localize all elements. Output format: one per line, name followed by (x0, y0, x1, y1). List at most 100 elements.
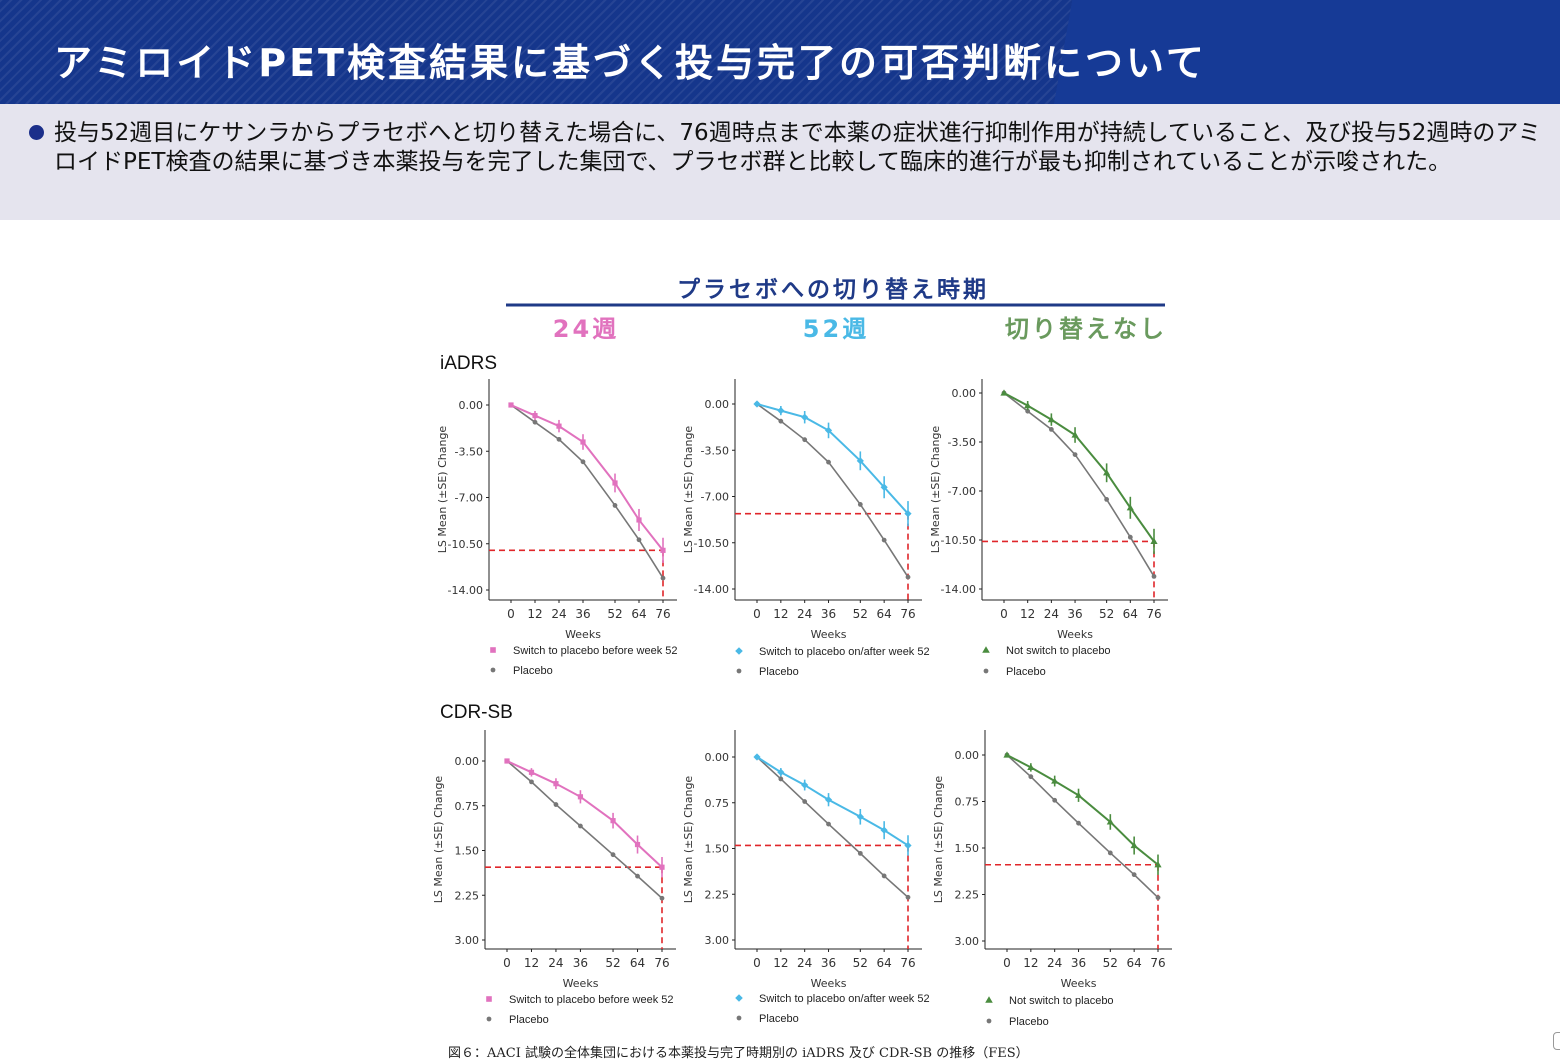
panel5-data-point (778, 776, 784, 782)
panel2-x-tick-label: 24 (797, 607, 812, 621)
panel4-data-point (553, 781, 559, 787)
panel3-x-tick-label: 0 (1000, 607, 1008, 621)
figure-panel: プラセボへの切り替え時期 24週 52週 切り替えなし iADRS CDR-SB… (432, 277, 1172, 1028)
panel1-data-point (556, 423, 562, 429)
panel4-data-point (659, 895, 665, 901)
panel5-x-tick-label: 76 (900, 956, 915, 970)
panel2-data-point (753, 400, 761, 408)
panel4-series-line (506, 760, 663, 868)
panel1-y-tick-label: -10.50 (448, 538, 483, 551)
panel4-y-tick-label: 1.50 (455, 845, 480, 858)
panel4-x-axis-label: Weeks (563, 977, 599, 990)
panel5-data-point (802, 799, 808, 804)
panel2-x-tick-label: 12 (773, 607, 788, 621)
panel2-y-tick-label: -10.50 (694, 537, 729, 550)
panel4-data-point (529, 779, 534, 785)
panel1-x-axis-label: Weeks (565, 628, 601, 641)
panel1-data-point (580, 439, 586, 445)
panel2-x-tick-label: 0 (753, 607, 761, 621)
panel4-data-point (610, 852, 616, 858)
panel3-data-point (1151, 574, 1157, 579)
panel2-data-point (904, 510, 912, 518)
panel2-y-axis-label: LS Mean (±SE) Change (682, 426, 695, 554)
panel4-data-point (528, 769, 535, 775)
panel1-y-tick-label: 0.00 (459, 399, 484, 412)
figure-caption: 図６：AACI 試験の全体集団における本薬投与完了時期別の iADRS 及び C… (448, 1046, 1029, 1061)
panel6-data-point (1028, 774, 1034, 780)
panel2-y-tick-label: -14.00 (694, 583, 729, 596)
panel3-series-line (1003, 392, 1155, 542)
panel2-x-tick-label: 36 (821, 607, 836, 621)
panel2-x-tick-label: 76 (900, 607, 915, 621)
panel4-y-tick-label: 0.75 (455, 800, 480, 813)
panel3-y-tick-label: -14.00 (941, 583, 976, 596)
panel5-legend-marker (735, 994, 743, 1002)
panel4-data-point (577, 794, 584, 800)
panel4-x-tick-label: 12 (524, 956, 539, 970)
panel4-x-tick-label: 24 (548, 956, 563, 970)
panel4-data-point (553, 802, 559, 807)
panel6-y-tick-label: 0.75 (955, 796, 980, 809)
panel1-data-point (508, 402, 514, 408)
panel1-x-tick-label: 12 (527, 607, 542, 621)
panel2-legend-label: Switch to placebo on/after week 52 (759, 646, 930, 658)
panel5-data-point (881, 873, 887, 879)
panel3-y-tick-label: -10.50 (941, 534, 976, 547)
panel1-legend-marker (490, 667, 496, 673)
panel5-y-tick-label: 0.75 (705, 797, 730, 810)
panel3-data-point (1072, 452, 1078, 457)
panel4-y-tick-label: 3.00 (455, 934, 480, 947)
panel1-x-tick-label: 76 (655, 607, 670, 621)
panel3-y-tick-label: -7.00 (948, 485, 976, 498)
panel6-data-point (1027, 763, 1035, 770)
panel4-data-point (659, 864, 665, 870)
panel2-y-tick-label: -3.50 (701, 444, 729, 457)
panel2-y-tick-label: 0.00 (705, 398, 730, 411)
panel6-y-tick-label: 1.50 (955, 842, 980, 855)
panel4-x-tick-label: 76 (654, 956, 669, 970)
panel6-x-tick-label: 52 (1103, 956, 1118, 970)
panel1-data-point (532, 412, 538, 419)
panel1-y-tick-label: -7.00 (455, 492, 483, 505)
panel5-y-tick-label: 3.00 (705, 934, 730, 947)
panel6-y-tick-label: 2.25 (955, 889, 980, 902)
panel6-y-tick-label: 3.00 (955, 935, 980, 948)
panel1-x-tick-label: 36 (575, 607, 590, 621)
panel2-data-point (824, 426, 833, 435)
panel1-legend-marker (490, 647, 496, 653)
panel6-legend-marker (986, 1018, 992, 1024)
panel1-x-tick-label: 24 (551, 607, 566, 621)
panel1-y-axis-label: LS Mean (±SE) Change (436, 426, 449, 554)
panel4-data-point (634, 841, 641, 848)
panel6-data-point (1154, 861, 1162, 868)
panel3-data-point (1048, 427, 1054, 432)
panel4-legend-marker (486, 1016, 492, 1022)
panel3-data-point (1104, 497, 1110, 502)
panel3-y-axis-label: LS Mean (±SE) Change (929, 426, 942, 554)
panel3-data-point (1103, 469, 1111, 476)
panel3-x-tick-label: 76 (1146, 607, 1161, 621)
row-label-iadrs: iADRS (440, 353, 497, 374)
panel6-data-point (1074, 791, 1083, 798)
panel5-data-point (824, 796, 833, 804)
panel3-data-point (1126, 504, 1134, 511)
panel1-x-tick-label: 64 (631, 607, 646, 621)
panel3-x-tick-label: 24 (1044, 607, 1059, 621)
panel2-data-point (905, 574, 911, 580)
column-label-52w: 52週 (803, 315, 869, 343)
panel2-legend-marker (735, 647, 743, 655)
panel2-x-axis-label: Weeks (811, 628, 847, 641)
panel6-data-point (1130, 841, 1138, 849)
panel6-series-line (1006, 754, 1159, 866)
summary-box (0, 104, 1560, 220)
panel2-data-point (777, 407, 785, 415)
panel3-data-point (1071, 431, 1079, 438)
panel5-x-axis-label: Weeks (811, 977, 847, 990)
panel5-x-tick-label: 36 (821, 956, 836, 970)
panel3-legend-label: Placebo (1006, 666, 1046, 678)
panel2-data-point (880, 483, 888, 491)
panel6-data-point (1051, 777, 1059, 784)
panel2-legend-label: Placebo (759, 666, 799, 678)
title-bar: アミロイドPET検査結果に基づく投与完了の可否判断について (0, 0, 1560, 104)
panel4-data-point (578, 823, 583, 829)
